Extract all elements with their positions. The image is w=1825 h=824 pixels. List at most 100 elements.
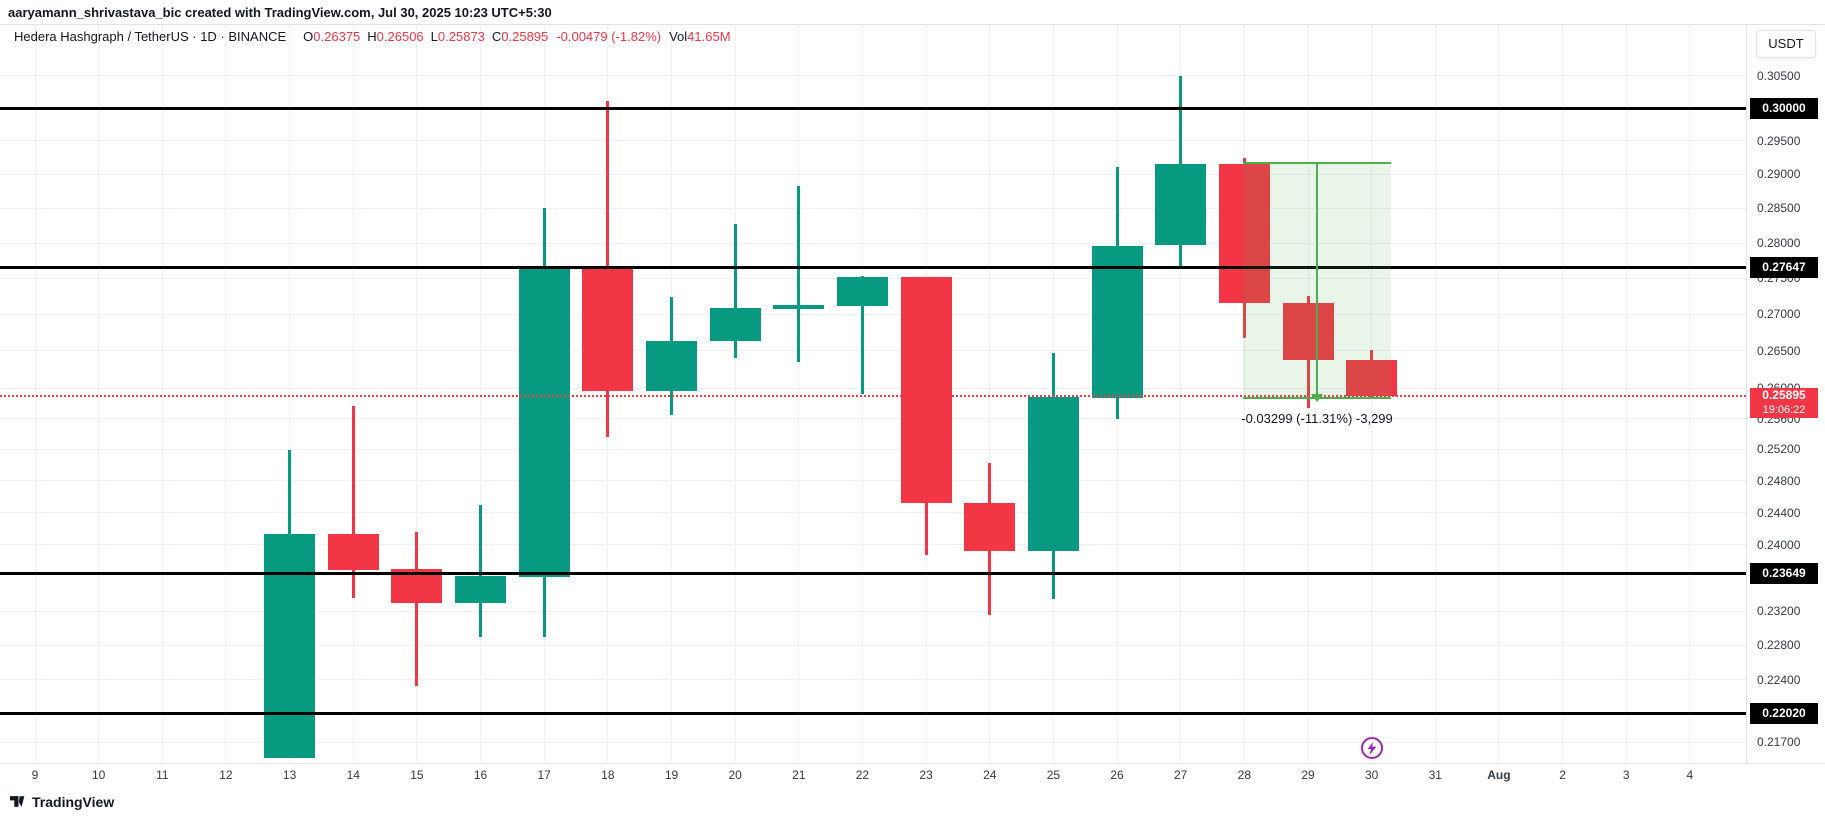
time-axis-label[interactable]: 18 bbox=[601, 768, 615, 782]
price-axis-label[interactable]: 0.21700 bbox=[1757, 735, 1801, 750]
price-axis-label[interactable]: 0.22800 bbox=[1757, 638, 1801, 653]
candle-body[interactable] bbox=[709, 307, 761, 341]
time-axis-label[interactable]: 25 bbox=[1046, 768, 1061, 782]
candle-body[interactable] bbox=[1346, 360, 1398, 397]
time-axis-label[interactable]: 22 bbox=[855, 768, 870, 782]
chart-top-border bbox=[0, 24, 1825, 25]
candle-body[interactable] bbox=[773, 304, 825, 310]
price-axis-label[interactable]: 0.29500 bbox=[1757, 133, 1801, 148]
candle-body[interactable] bbox=[1091, 245, 1143, 398]
price-axis-label[interactable]: 0.28500 bbox=[1757, 201, 1801, 216]
price-axis-label[interactable]: 0.23200 bbox=[1757, 604, 1801, 619]
time-axis-label[interactable]: 31 bbox=[1428, 768, 1442, 782]
price-axis-label[interactable]: 0.22400 bbox=[1757, 672, 1801, 687]
candle-body[interactable] bbox=[1282, 302, 1334, 361]
time-axis-label[interactable]: Aug bbox=[1487, 768, 1511, 782]
price-axis-label[interactable]: 0.26500 bbox=[1757, 343, 1801, 358]
time-axis-label[interactable]: 17 bbox=[537, 768, 551, 782]
time-axis-label[interactable]: 13 bbox=[282, 768, 297, 782]
time-axis-label[interactable]: 12 bbox=[219, 768, 233, 782]
grid-hline bbox=[0, 207, 1746, 209]
candle-body[interactable] bbox=[1155, 164, 1207, 246]
tradingview-logo[interactable]: TradingView bbox=[10, 793, 114, 810]
time-axis-label[interactable]: 3 bbox=[1622, 768, 1630, 782]
symbol-title[interactable]: Hedera Hashgraph / TetherUS · 1D · BINAN… bbox=[14, 29, 287, 44]
price-axis-label[interactable]: 0.24800 bbox=[1757, 473, 1801, 488]
time-axis-label[interactable]: 11 bbox=[156, 768, 169, 782]
price-axis-label[interactable]: 0.29000 bbox=[1757, 167, 1801, 182]
price-axis-label[interactable]: 0.25200 bbox=[1757, 442, 1801, 457]
time-axis-label[interactable]: 20 bbox=[728, 768, 742, 782]
time-axis-label[interactable]: 15 bbox=[410, 768, 424, 782]
grid-hline bbox=[0, 512, 1746, 513]
export-watermark-title: aaryamann_shrivastava_bic created with T… bbox=[8, 5, 552, 20]
time-axis-label[interactable]: 24 bbox=[983, 768, 997, 782]
symbol-legend[interactable]: Hedera Hashgraph / TetherUS · 1D · BINAN… bbox=[14, 29, 731, 44]
time-axis-label[interactable]: 29 bbox=[1301, 768, 1315, 782]
ohlc-label-O: O bbox=[303, 29, 314, 44]
grid-hline bbox=[0, 480, 1746, 482]
tradingview-logo-text: TradingView bbox=[32, 793, 115, 810]
time-axis-label[interactable]: 23 bbox=[919, 768, 933, 782]
grid-vline bbox=[1243, 24, 1245, 763]
measure-label: -0.03299 (-11.31%) -3,299 bbox=[1241, 410, 1393, 426]
price-axis-label[interactable]: 0.27000 bbox=[1757, 307, 1801, 322]
price-level-line[interactable] bbox=[0, 266, 1746, 270]
price-axis-border bbox=[1746, 24, 1747, 763]
candle-body[interactable] bbox=[1218, 164, 1270, 303]
candle-body[interactable] bbox=[646, 341, 697, 392]
grid-vline bbox=[734, 24, 736, 763]
candle-body[interactable] bbox=[518, 268, 570, 577]
price-axis-label[interactable]: 0.30500 bbox=[1757, 68, 1801, 83]
grid-vline bbox=[1689, 24, 1691, 763]
grid-hline bbox=[0, 350, 1746, 352]
candle-wick bbox=[860, 275, 864, 395]
time-axis-label[interactable]: 28 bbox=[1237, 768, 1252, 782]
ohlc-value-L: 0.25873 bbox=[437, 29, 485, 44]
time-axis-label[interactable]: 27 bbox=[1174, 768, 1188, 782]
time-axis-label[interactable]: 2 bbox=[1559, 768, 1566, 782]
candle-body[interactable] bbox=[264, 534, 316, 759]
price-level-line[interactable] bbox=[0, 711, 1746, 715]
time-axis-label[interactable]: 21 bbox=[792, 768, 806, 782]
price-level-line[interactable] bbox=[0, 106, 1746, 110]
tradingview-logo-icon bbox=[10, 796, 25, 807]
time-axis-label[interactable]: 14 bbox=[346, 768, 360, 782]
candle-body[interactable] bbox=[582, 268, 634, 392]
candle-body[interactable] bbox=[1027, 397, 1079, 552]
time-axis-label[interactable]: 4 bbox=[1686, 768, 1694, 782]
candle-body[interactable] bbox=[455, 576, 507, 603]
price-level-line[interactable] bbox=[0, 572, 1746, 576]
ohlc-label-L: L bbox=[430, 29, 438, 44]
time-axis-label[interactable]: 26 bbox=[1110, 768, 1124, 782]
candle-body[interactable] bbox=[964, 502, 1016, 551]
grid-hline bbox=[0, 679, 1746, 681]
candle-body[interactable] bbox=[836, 276, 888, 307]
candle-wick bbox=[797, 185, 801, 362]
grid-vline bbox=[416, 24, 418, 763]
price-axis-label[interactable]: 0.24000 bbox=[1757, 537, 1801, 552]
grid-vline bbox=[1562, 24, 1564, 763]
time-axis-label[interactable]: 30 bbox=[1364, 768, 1379, 782]
grid-hline bbox=[0, 741, 1746, 743]
ohlc-value-O: 0.26375 bbox=[313, 29, 361, 44]
candle-body[interactable] bbox=[900, 276, 952, 503]
candle-body[interactable] bbox=[327, 534, 379, 571]
lightning-marker[interactable] bbox=[1361, 737, 1383, 759]
grid-vline bbox=[480, 24, 482, 763]
time-axis-label[interactable]: 9 bbox=[31, 768, 39, 782]
grid-hline bbox=[0, 173, 1746, 175]
volume-value: 41.65M bbox=[687, 29, 731, 44]
grid-hline bbox=[0, 140, 1746, 142]
time-axis-label[interactable]: 16 bbox=[473, 768, 488, 782]
grid-hline bbox=[0, 644, 1746, 646]
currency-button[interactable]: USDT bbox=[1756, 30, 1816, 58]
price-axis-label[interactable]: 0.28000 bbox=[1757, 236, 1801, 251]
price-axis-label[interactable]: 0.24400 bbox=[1757, 505, 1801, 520]
grid-hline bbox=[0, 544, 1746, 546]
time-axis-label[interactable]: 19 bbox=[664, 768, 679, 782]
grid-vline bbox=[289, 24, 291, 763]
time-axis-label[interactable]: 10 bbox=[91, 768, 106, 782]
grid-hline bbox=[0, 418, 1746, 420]
